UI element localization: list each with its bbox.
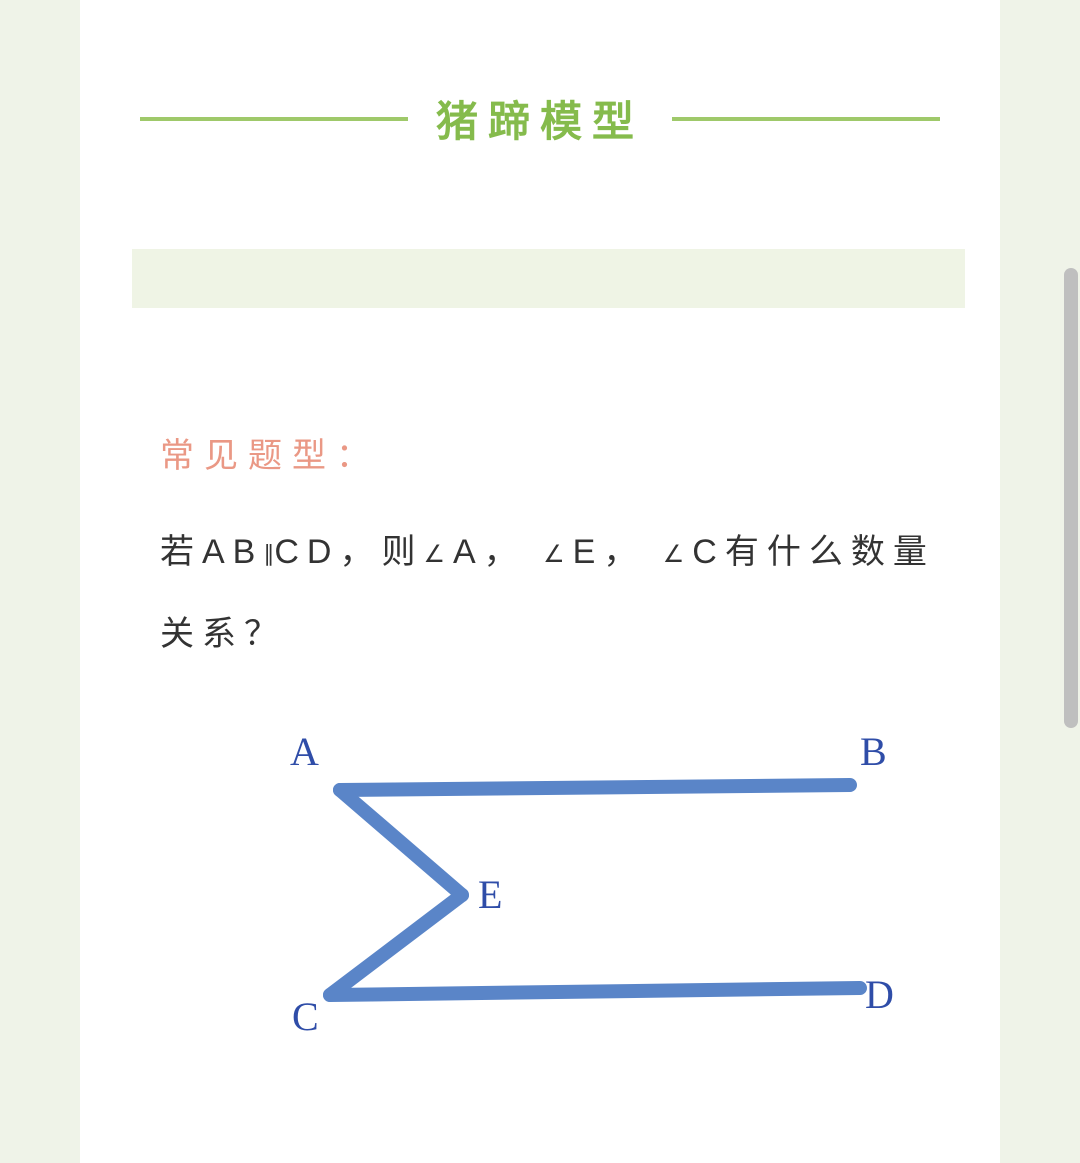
point-label-C: C: [292, 994, 319, 1039]
point-label-D: D: [865, 972, 894, 1017]
content-card: 猪蹄模型 常见题型： 若AB∥CD，则∠A， ∠E， ∠C有什么数量关系？ A B…: [80, 0, 1000, 1163]
title-rule-right: [672, 117, 940, 121]
segment-EC: [330, 895, 462, 995]
diagram-svg: A B E C D: [160, 700, 920, 1070]
q-prefix: 若AB: [160, 533, 263, 571]
point-label-E: E: [478, 872, 502, 917]
highlight-band: [132, 249, 965, 308]
q-mid1: CD，则: [274, 533, 423, 571]
page-title: 猪蹄模型: [436, 88, 644, 149]
geometry-diagram: A B E C D: [160, 700, 920, 1070]
question-text: 若AB∥CD，则∠A， ∠E， ∠C有什么数量关系？: [160, 512, 940, 675]
title-row: 猪蹄模型: [80, 88, 1000, 149]
page-background: 猪蹄模型 常见题型： 若AB∥CD，则∠A， ∠E， ∠C有什么数量关系？ A B…: [0, 0, 1080, 1163]
segment-AB: [340, 785, 850, 790]
angle-symbol: ∠: [663, 541, 693, 568]
point-label-B: B: [860, 729, 887, 774]
scrollbar-thumb[interactable]: [1064, 268, 1078, 728]
angle-symbol: ∠: [543, 541, 573, 568]
q-a: A，: [453, 533, 526, 571]
title-rule-left: [140, 117, 408, 121]
point-label-A: A: [290, 729, 319, 774]
angle-symbol: ∠: [423, 541, 453, 568]
parallel-symbol: ∥: [263, 541, 274, 566]
segment-CD: [330, 988, 860, 995]
section-label: 常见题型：: [160, 428, 380, 477]
q-e: E，: [573, 533, 646, 571]
segment-AE: [340, 790, 462, 895]
